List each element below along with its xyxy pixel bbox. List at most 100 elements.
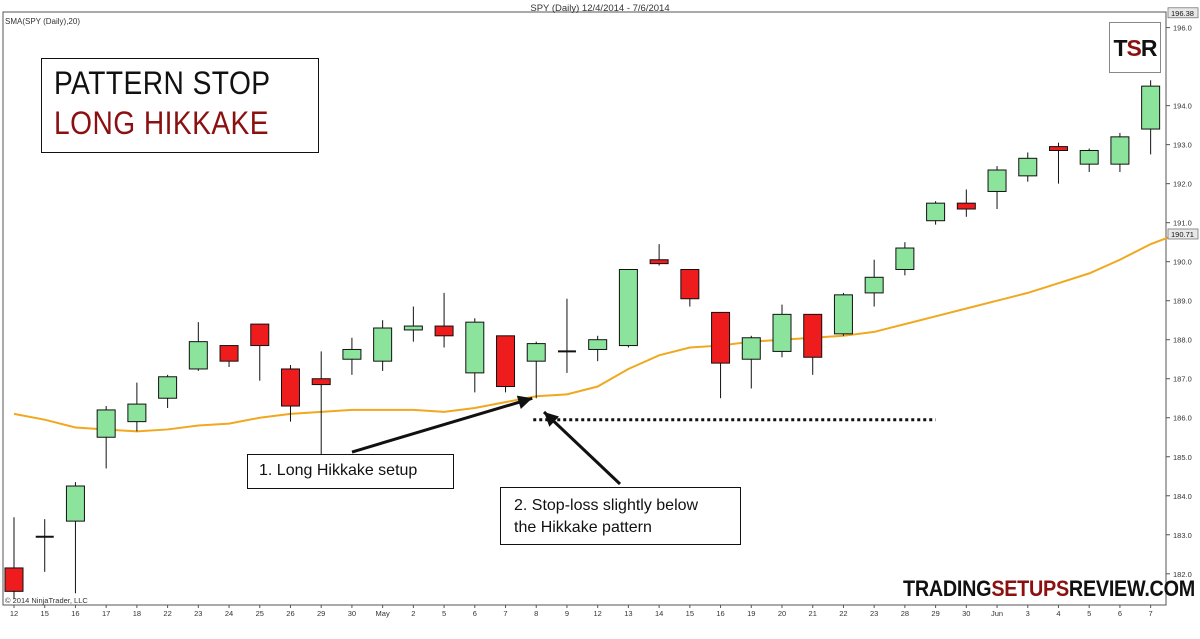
candle-body xyxy=(188,341,208,370)
candle-body xyxy=(96,409,116,438)
annotation-stop-loss-line2: the Hikkake pattern xyxy=(514,519,652,536)
copyright-label: © 2014 NinjaTrader, LLC xyxy=(5,596,88,605)
candle-body xyxy=(833,294,853,335)
chart-title: SPY (Daily) 12/4/2014 - 7/6/2014 xyxy=(530,3,669,14)
candle-body xyxy=(1110,136,1130,165)
x-tick-label: 7 xyxy=(1149,609,1153,618)
last-price-label: 196.38 xyxy=(1171,9,1194,18)
candle-body xyxy=(1048,146,1068,151)
x-tick-label: 15 xyxy=(686,609,694,618)
y-tick-label: 184.0 xyxy=(1173,492,1192,501)
x-tick-label: 12 xyxy=(594,609,602,618)
y-tick-label: 183.0 xyxy=(1173,531,1192,540)
annotation-stop-loss: 2. Stop-loss slightly below the Hikkake … xyxy=(500,487,741,545)
x-tick-label: 15 xyxy=(41,609,49,618)
candle-body xyxy=(465,321,485,374)
x-tick-label: 24 xyxy=(225,609,233,618)
title-line-2: LONG HIKKAKE xyxy=(54,105,269,141)
x-tick-label: 16 xyxy=(71,609,79,618)
candle-body xyxy=(772,313,792,352)
x-tick-label: 29 xyxy=(317,609,325,618)
x-tick-label: 30 xyxy=(962,609,970,618)
candle-body xyxy=(864,276,884,294)
candle-body xyxy=(311,378,331,386)
candle-body xyxy=(956,202,976,210)
indicator-label: SMA(SPY (Daily),20) xyxy=(5,17,80,26)
candle-body xyxy=(803,313,823,358)
plot-frame xyxy=(2,11,1167,606)
x-tick-label: 2 xyxy=(411,609,415,618)
y-tick-label: 192.0 xyxy=(1173,180,1192,189)
candle-body xyxy=(680,268,700,300)
title-line-1: PATTERN STOP xyxy=(54,65,271,101)
title-box: PATTERN STOP LONG HIKKAKE xyxy=(41,58,319,153)
arrow-stop-loss-head xyxy=(544,412,559,427)
candle-body xyxy=(526,343,546,362)
x-tick-label: 6 xyxy=(1118,609,1122,618)
logo-letter-r: R xyxy=(1140,35,1158,61)
annotation-setup: 1. Long Hikkake setup xyxy=(247,454,454,489)
x-tick-label: 16 xyxy=(716,609,724,618)
x-tick-label: 23 xyxy=(194,609,202,618)
y-tick-label: 185.0 xyxy=(1173,453,1192,462)
x-tick-label: 3 xyxy=(1026,609,1030,618)
y-tick-label: 187.0 xyxy=(1173,375,1192,384)
x-tick-label: 13 xyxy=(624,609,632,618)
y-tick-label: 190.0 xyxy=(1173,258,1192,267)
candle-body xyxy=(158,376,178,399)
candle-body xyxy=(342,348,362,360)
brand-part-2: SETUPS xyxy=(991,576,1069,601)
arrow-setup-shaft xyxy=(351,396,533,454)
candle-body xyxy=(588,339,608,350)
candle-body xyxy=(1079,149,1099,165)
candle-body xyxy=(926,202,946,222)
sma-price-label: 190.71 xyxy=(1171,230,1194,239)
x-tick-label: 25 xyxy=(256,609,264,618)
last-price-label-box xyxy=(1167,7,1199,19)
candle-body xyxy=(1018,157,1038,177)
y-tick-label: 196.0 xyxy=(1173,24,1192,33)
annotation-setup-text: 1. Long Hikkake setup xyxy=(259,462,418,479)
x-tick-label: Jun xyxy=(991,609,1003,618)
brand-part-1: TRADING xyxy=(903,576,992,601)
x-tick-label: May xyxy=(376,609,390,618)
logo-letter-s: S xyxy=(1126,35,1142,61)
candle-body xyxy=(403,325,423,331)
x-tick-label: 22 xyxy=(163,609,171,618)
candle-body xyxy=(127,403,147,423)
candle-body xyxy=(250,323,270,347)
candle-body xyxy=(741,337,761,360)
candle-body xyxy=(280,368,300,407)
candle-body xyxy=(373,327,393,362)
brand-part-3: REVIEW.COM xyxy=(1068,576,1195,601)
x-tick-label: 19 xyxy=(747,609,755,618)
y-tick-label: 191.0 xyxy=(1173,219,1192,228)
y-tick-label: 182.0 xyxy=(1173,570,1192,579)
x-tick-label: 23 xyxy=(870,609,878,618)
y-tick-label: 193.0 xyxy=(1173,141,1192,150)
x-tick-label: 20 xyxy=(778,609,786,618)
candle-body xyxy=(987,169,1007,192)
candle-body xyxy=(4,567,24,592)
brand-watermark: TRADINGSETUPSREVIEW.COM xyxy=(903,576,1195,602)
x-tick-label: 21 xyxy=(809,609,817,618)
logo-letter-t: T xyxy=(1113,35,1127,61)
candle-body xyxy=(618,268,638,347)
x-tick-label: 7 xyxy=(503,609,507,618)
x-tick-label: 18 xyxy=(133,609,141,618)
sma-price-label-box xyxy=(1167,228,1199,240)
x-tick-label: 22 xyxy=(839,609,847,618)
x-tick-label: 4 xyxy=(1056,609,1060,618)
sma-line xyxy=(13,231,1182,433)
x-tick-label: 8 xyxy=(534,609,538,618)
arrow-setup-head xyxy=(516,395,533,409)
x-tick-label: 28 xyxy=(901,609,909,618)
x-tick-label: 29 xyxy=(931,609,939,618)
candle-body xyxy=(895,247,915,270)
candle-body xyxy=(496,335,516,388)
candle-body xyxy=(711,311,731,364)
candle-body xyxy=(434,325,454,337)
y-tick-label: 189.0 xyxy=(1173,297,1192,306)
